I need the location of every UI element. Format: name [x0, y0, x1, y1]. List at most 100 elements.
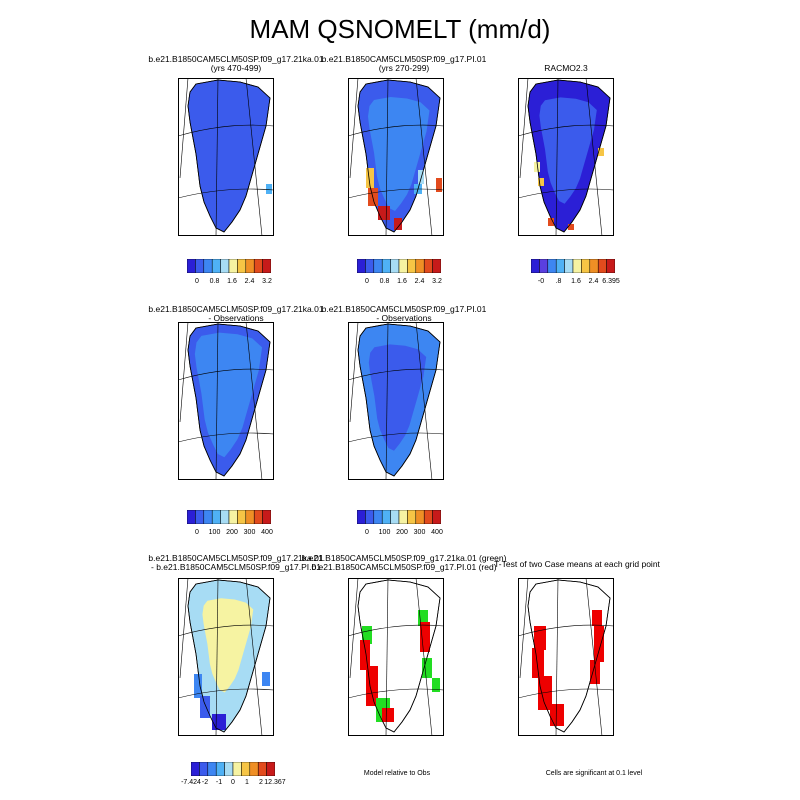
- colorbar-swatch: [398, 509, 408, 525]
- panel-title-5-line2: - Observations: [376, 313, 432, 323]
- panel-title-1-line1: b.e21.B1850CAM5CLM50SP.f09_g17.21ka.01: [148, 54, 324, 64]
- colorbar-tick-label: .8: [555, 278, 562, 285]
- coastline: [187, 323, 271, 477]
- map-panel-1: [178, 78, 274, 236]
- parallel-line: [518, 188, 614, 199]
- panel-title-1-line2: (yrs 470-499): [210, 63, 262, 73]
- grid-cell: [420, 622, 430, 652]
- panel-title-6-line1: b.e21.B1850CAM5CLM50SP.f09_g17.21ka.01: [148, 553, 324, 563]
- colorbar-tick-label: 1.6: [227, 278, 237, 285]
- grid-cell: [422, 658, 432, 678]
- map-frame: [518, 78, 614, 236]
- grid-cell: [418, 170, 424, 184]
- colorbar-2: [356, 258, 442, 274]
- colorbar-svg-3: [530, 258, 616, 274]
- positive-region: [202, 598, 254, 693]
- meridian-line: [215, 322, 219, 480]
- colorbar-swatch: [365, 258, 375, 274]
- meridian-line: [415, 578, 433, 736]
- meridian-line: [349, 322, 359, 423]
- panel-title-5-line1: b.e21.B1850CAM5CLM50SP.f09_g17.PI.01: [321, 304, 487, 314]
- colorbar-swatch: [415, 509, 425, 525]
- colorbar-tick-label: -1: [215, 779, 223, 786]
- parallel-line: [348, 368, 444, 381]
- meridian-line: [555, 78, 559, 236]
- colorbar-swatch: [220, 258, 230, 274]
- colorbar-swatch: [253, 509, 263, 525]
- grid-cell: [534, 162, 540, 172]
- colorbar-tick-label: -2: [201, 779, 209, 786]
- colorbar-swatch: [589, 258, 599, 274]
- grid-cell: [568, 224, 574, 230]
- colorbar-tick-label: 0.8: [379, 278, 390, 285]
- map-frame: [348, 578, 444, 736]
- panel-title-2-line1: b.e21.B1850CAM5CLM50SP.f09_g17.PI.01: [321, 54, 487, 64]
- colorbar-swatch: [530, 258, 540, 274]
- colorbar-swatch: [186, 258, 196, 274]
- colorbar-tick-label: 100: [208, 529, 221, 536]
- colorbar-swatch: [365, 509, 375, 525]
- grid-cell: [362, 626, 372, 644]
- parallel-line: [348, 432, 444, 443]
- colorbar-swatch: [606, 258, 616, 274]
- colorbar-tick-label: 2: [259, 779, 263, 786]
- colorbar-tick-label: 12.367: [264, 779, 286, 786]
- grid-cell: [194, 674, 202, 698]
- grid-cell: [598, 148, 604, 156]
- colorbar-5-ticks: 0 100 200 300 400: [357, 529, 457, 539]
- panel-title-8: T-Test of two Case means at each grid po…: [487, 560, 667, 569]
- coastline: [187, 79, 271, 233]
- colorbar-swatch: [262, 258, 272, 274]
- parallel-line: [348, 624, 444, 637]
- colorbar-tick-label: -0: [537, 278, 545, 285]
- meridian-line: [245, 78, 263, 236]
- colorbar-4: [186, 509, 272, 525]
- colorbar-swatch: [555, 258, 565, 274]
- map-svg-3: [518, 78, 614, 236]
- colorbar-swatch: [245, 509, 255, 525]
- colorbar-tick-label: 0: [195, 529, 199, 536]
- parallel-line: [518, 124, 614, 137]
- grid-cell: [592, 610, 602, 626]
- meridian-line: [179, 322, 189, 423]
- colorbar-swatch: [572, 258, 582, 274]
- colorbar-swatch: [266, 761, 276, 777]
- colorbar-swatch: [195, 509, 205, 525]
- model-relative-note: Model relative to Obs: [363, 770, 431, 777]
- meridian-line: [385, 78, 389, 236]
- colorbar-1: [186, 258, 272, 274]
- parallel-line: [518, 624, 614, 637]
- map-svg-6: [178, 578, 274, 736]
- panel-title-2-line2: (yrs 270-299): [378, 63, 430, 73]
- meridian-line: [555, 578, 559, 736]
- colorbar-swatch: [215, 761, 225, 777]
- map-frame: [178, 78, 274, 236]
- colorbar-swatch: [232, 761, 242, 777]
- colorbar-swatch: [195, 258, 205, 274]
- colorbar-swatch: [432, 509, 442, 525]
- grid-cell: [262, 672, 270, 686]
- grid-cell: [418, 610, 428, 626]
- colorbar-6-ticks: -7.424 -2 -1 0 1 2 12.367: [181, 779, 286, 789]
- significance-note: Cells are significant at 0.1 level: [545, 770, 643, 777]
- meridian-line: [385, 578, 389, 736]
- colorbar-swatch: [415, 258, 425, 274]
- meridian-line: [585, 578, 603, 736]
- colorbar-swatch: [237, 258, 247, 274]
- colorbar-swatch: [220, 509, 230, 525]
- colorbar-3: [530, 258, 616, 274]
- colorbar-tick-label: 0: [195, 278, 199, 285]
- colorbar-swatch: [539, 258, 549, 274]
- grid-cell: [590, 660, 600, 684]
- colorbar-svg-1: [186, 258, 272, 274]
- meridian-line: [519, 578, 529, 679]
- coastline: [357, 579, 441, 733]
- colorbar-swatch: [237, 509, 247, 525]
- colorbar-swatch: [241, 761, 251, 777]
- map-svg-1: [178, 78, 274, 236]
- colorbar-2-ticks: 0 0.8 1.6 2.4 3.2: [357, 278, 457, 288]
- colorbar-5: [356, 509, 442, 525]
- colorbar-tick-label: 3.2: [432, 278, 442, 285]
- island-cell: [266, 184, 272, 194]
- colorbar-swatch: [257, 761, 267, 777]
